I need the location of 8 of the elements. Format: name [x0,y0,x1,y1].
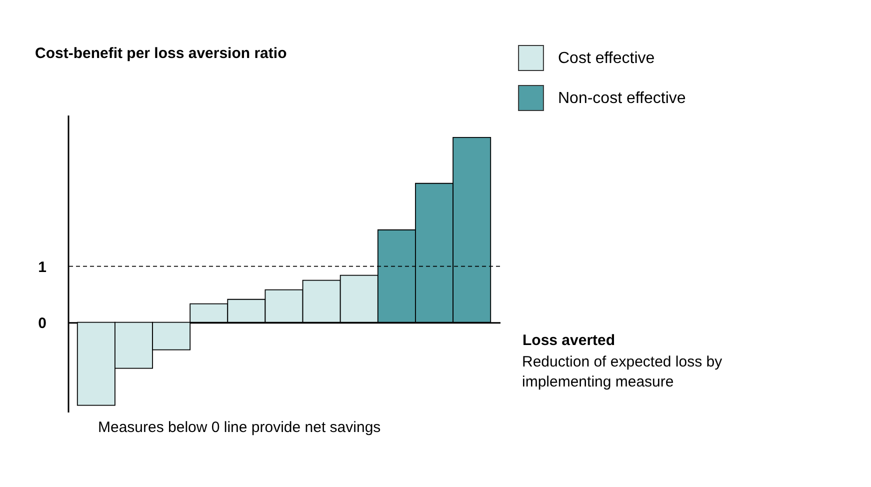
chart-title: Cost-benefit per loss aversion ratio [35,45,287,62]
y-tick-label: 1 [38,258,46,276]
y-tick-label: 0 [38,314,46,332]
text: Measures below 0 line provide net savings [98,419,381,436]
legend-label: Cost effective [558,50,655,67]
legend-label: Non-cost effective [558,90,686,107]
text: Reduction of expected loss by implementing measure [522,353,723,390]
x-axis-title: Loss averted [522,332,616,349]
